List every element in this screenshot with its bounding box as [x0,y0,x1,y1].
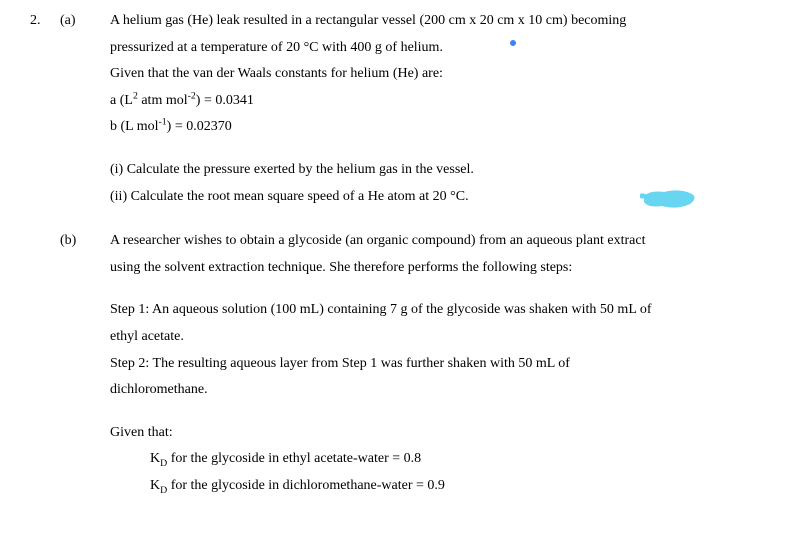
spacer [110,404,755,420]
text: for the glycoside in dichloromethane-wat… [167,478,445,493]
text: ) = 0.02370 [167,119,232,134]
text: atm mol [138,93,188,108]
text-line: pressurized at a temperature of 20 °C wi… [110,35,755,62]
superscript: -2 [188,90,196,101]
highlight-mark-icon [640,184,700,214]
step-line: Step 2: The resulting aqueous layer from… [110,351,755,378]
annotation-dot-icon [510,40,516,46]
part-b-label: (b) [60,228,110,255]
text-line: a (L2 atm mol-2) = 0.0341 [110,88,755,115]
text-line: using the solvent extraction technique. … [110,255,755,282]
part-b-content: A researcher wishes to obtain a glycosid… [110,228,755,499]
text-line: Given that the van der Waals constants f… [110,61,755,88]
sub-question: (i) Calculate the pressure exerted by th… [110,157,755,184]
text-line: b (L mol-1) = 0.02370 [110,114,755,141]
step-line: Step 1: An aqueous solution (100 mL) con… [110,297,755,324]
text: K [150,451,160,466]
part-a-label: (a) [60,8,110,35]
part-a-content: A helium gas (He) leak resulted in a rec… [110,8,755,210]
text: ) = 0.0341 [196,93,254,108]
given-heading: Given that: [110,420,755,447]
text: K [150,478,160,493]
text: for the glycoside in ethyl acetate-water… [167,451,421,466]
text-line: A researcher wishes to obtain a glycosid… [110,228,755,255]
spacer [110,281,755,297]
given-line: KD for the glycoside in ethyl acetate-wa… [110,446,755,473]
step-line: ethyl acetate. [110,324,755,351]
page-content: 2. (a) A helium gas (He) leak resulted i… [0,0,795,500]
question-number: 2. [30,8,60,35]
superscript: -1 [158,117,166,128]
text: b (L mol [110,119,158,134]
text-line: A helium gas (He) leak resulted in a rec… [110,8,755,35]
part-a-block: 2. (a) A helium gas (He) leak resulted i… [30,8,755,210]
given-line: KD for the glycoside in dichloromethane-… [110,473,755,500]
text: a (L [110,93,133,108]
spacer [110,141,755,157]
step-line: dichloromethane. [110,377,755,404]
part-b-block: (b) A researcher wishes to obtain a glyc… [30,228,755,499]
